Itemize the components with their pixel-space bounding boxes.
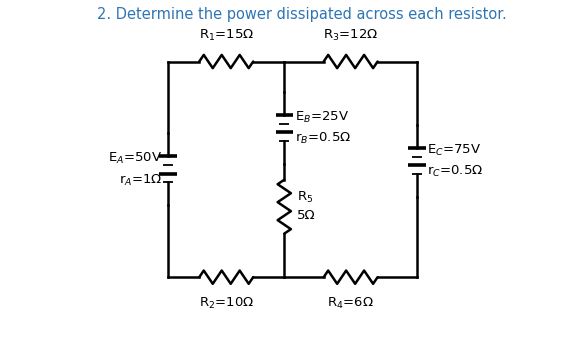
Text: R$_2$=10Ω: R$_2$=10Ω: [199, 296, 254, 311]
Text: 2. Determine the power dissipated across each resistor.: 2. Determine the power dissipated across…: [98, 7, 507, 22]
Text: R$_5$: R$_5$: [297, 190, 313, 205]
Text: r$_A$=1Ω: r$_A$=1Ω: [119, 173, 162, 188]
Text: R$_1$=15Ω: R$_1$=15Ω: [199, 28, 254, 43]
Text: E$_A$=50V: E$_A$=50V: [108, 151, 162, 166]
Text: r$_B$=0.5Ω: r$_B$=0.5Ω: [295, 131, 351, 146]
Text: r$_C$=0.5Ω: r$_C$=0.5Ω: [428, 164, 483, 179]
Text: E$_B$=25V: E$_B$=25V: [295, 110, 349, 125]
Text: R$_3$=12Ω: R$_3$=12Ω: [323, 28, 378, 43]
Text: E$_C$=75V: E$_C$=75V: [428, 143, 482, 158]
Text: 5Ω: 5Ω: [297, 209, 315, 222]
Text: R$_4$=6Ω: R$_4$=6Ω: [327, 296, 374, 311]
